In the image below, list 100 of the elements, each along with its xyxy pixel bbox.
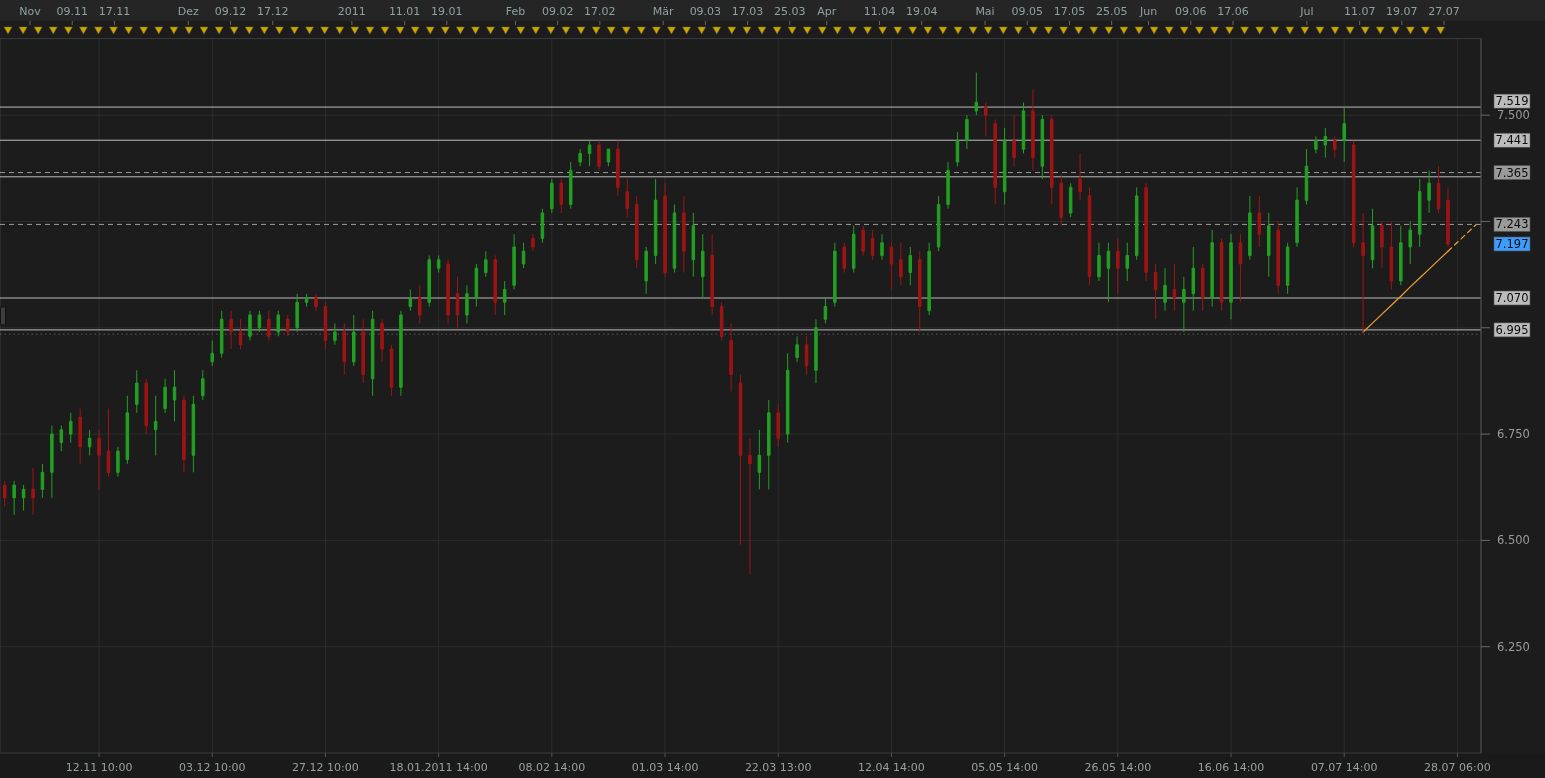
candlestick: [531, 233, 535, 252]
candlestick: [97, 429, 101, 490]
x2-tick-label: Jun: [1139, 5, 1158, 18]
candlestick: [238, 318, 243, 350]
candlestick: [1380, 220, 1384, 269]
candlestick: [559, 178, 564, 214]
x2-tick-label: Feb: [505, 5, 526, 18]
candlestick: [974, 72, 979, 116]
x2-tick-label: Nov: [19, 5, 42, 18]
candlestick: [1417, 178, 1422, 248]
candlestick: [1163, 267, 1167, 312]
candlestick: [1078, 152, 1082, 201]
candlestick: [644, 246, 648, 295]
candlestick: [1002, 127, 1007, 205]
candlestick: [493, 254, 497, 316]
candlestick: [1351, 140, 1356, 248]
candlestick: [153, 395, 158, 456]
candlestick: [710, 233, 714, 316]
candlestick: [1182, 276, 1186, 333]
y-tick-label: 6.250: [1497, 639, 1530, 654]
candlestick: [663, 182, 667, 278]
candlestick: [1134, 186, 1139, 261]
candlestick: [965, 114, 969, 150]
x2-tick-label: 11.07: [1343, 5, 1376, 18]
x2-tick-label: 09.06: [1175, 5, 1207, 18]
candlestick: [361, 318, 365, 384]
candlestick: [833, 242, 837, 307]
x2-tick-label: Mär: [652, 5, 675, 18]
x-tick-label: 12.04 14:00: [858, 761, 925, 774]
x2-tick-label: 09.11: [56, 5, 88, 18]
candlestick: [210, 340, 214, 367]
candlestick: [182, 395, 186, 473]
x2-tick-label: 09.02: [541, 5, 574, 18]
candlestick: [776, 403, 780, 448]
candlestick: [1191, 246, 1196, 312]
candlestick: [880, 233, 884, 261]
x2-tick-label: 19.07: [1386, 5, 1418, 18]
candlestick: [314, 293, 318, 312]
candlestick: [917, 250, 922, 333]
x-tick-label: 12.11 10:00: [65, 761, 133, 774]
candlestick: [1257, 195, 1262, 248]
candlestick: [908, 246, 913, 286]
candlestick: [1153, 263, 1158, 320]
candlestick: [1238, 233, 1243, 303]
candlestick: [1172, 263, 1177, 312]
candlestick: [229, 310, 233, 350]
candlestick: [1427, 169, 1431, 214]
candlestick: [550, 178, 554, 214]
candlestick: [861, 225, 865, 256]
candlestick: [135, 369, 139, 414]
x-tick-label: 07.07 14:00: [1310, 761, 1378, 774]
x2-tick-label: 09.05: [1011, 5, 1043, 18]
x2-tick-label: 17.05: [1053, 5, 1086, 18]
candlestick: [304, 293, 309, 307]
candlestick: [78, 408, 82, 465]
x-tick-label: 08.02 14:00: [518, 761, 586, 774]
candlestick: [285, 314, 290, 337]
candlestick: [1389, 220, 1394, 290]
candlestick: [984, 101, 988, 137]
candlestick: [1068, 182, 1073, 218]
x-tick-label: 27.12 10:00: [292, 761, 359, 774]
candlestick: [1125, 242, 1130, 282]
candlestick: [729, 323, 733, 393]
candlestick: [1267, 212, 1271, 278]
candlestick: [1116, 237, 1120, 295]
candlestick: [248, 310, 252, 342]
candlestick: [851, 225, 856, 273]
x2-tick-label: Jul: [1299, 5, 1314, 18]
candlestick: [1031, 89, 1035, 171]
x2-tick-label: Dez: [177, 5, 200, 18]
candlestick: [1200, 263, 1205, 312]
candlestick: [436, 254, 441, 273]
candlestick: [333, 323, 337, 346]
candlestick: [172, 369, 177, 422]
x-tick-label: 22.03 13:00: [744, 761, 812, 774]
x2-tick-label: 25.03: [774, 5, 806, 18]
candlestick: [399, 310, 403, 397]
candlestick: [1097, 242, 1101, 282]
candlestick: [427, 254, 431, 307]
candlestick: [1314, 135, 1318, 154]
candlestick: [842, 242, 847, 273]
candlestick: [342, 323, 347, 376]
x2-tick-label: 19.01: [431, 5, 463, 18]
candlestick: [59, 425, 64, 452]
x2-tick-label: Mai: [975, 5, 995, 18]
candlestick: [276, 310, 281, 337]
candlestick: [87, 429, 92, 456]
candlestick: [69, 412, 73, 444]
candlestick: [634, 195, 639, 269]
x2-tick-label: 17.02: [584, 5, 616, 18]
candlestick: [653, 178, 658, 265]
candlestick: [1295, 186, 1299, 248]
candlestick: [144, 378, 148, 435]
candlestick: [163, 378, 167, 414]
x-tick-label: 03.12 10:00: [178, 761, 246, 774]
x2-tick-label: 17.03: [731, 5, 764, 18]
y-tick-label: 6.500: [1497, 533, 1530, 548]
x2-tick-label: 25.05: [1095, 5, 1128, 18]
candlestick: [446, 259, 450, 325]
candlestick: [351, 314, 356, 367]
